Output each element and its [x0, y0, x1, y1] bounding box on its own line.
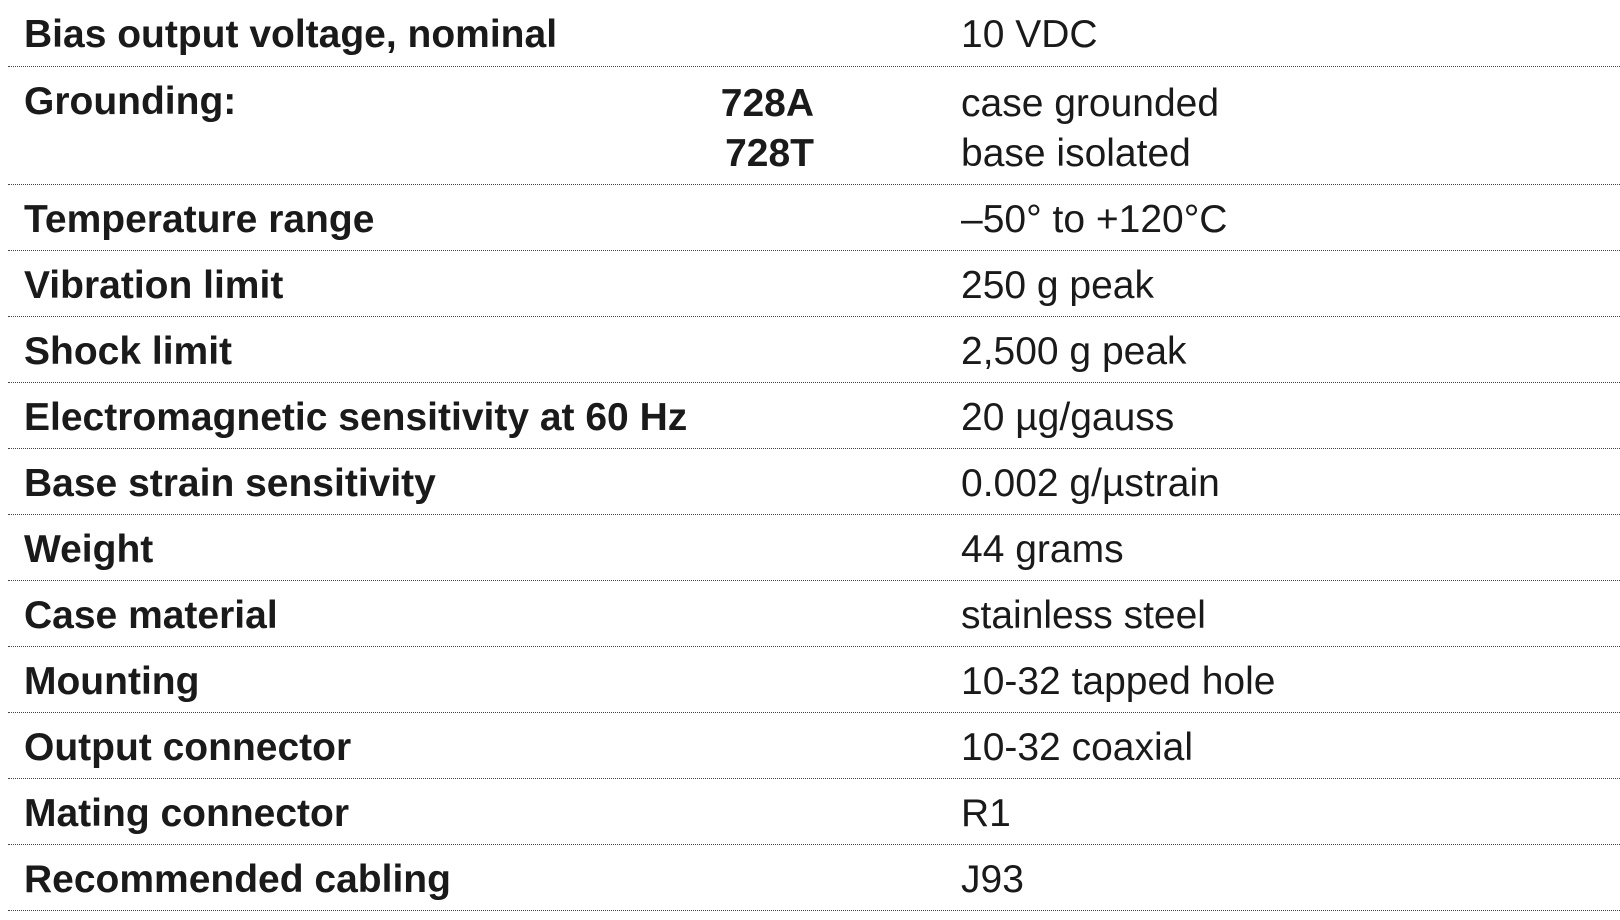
spec-value-list: case grounded base isolated: [961, 79, 1219, 179]
spec-label: Output connector: [24, 726, 352, 769]
spec-value: –50° to +120°C: [961, 198, 1228, 241]
spec-value: 20 µg/gauss: [961, 396, 1175, 439]
spec-row-shock: Shock limit 2,500 g peak: [8, 317, 1620, 383]
spec-row-bias-voltage: Bias output voltage, nominal 10 VDC: [8, 0, 1620, 67]
spec-value: J93: [961, 858, 1024, 901]
spec-model-728a: 728A: [720, 82, 814, 125]
spec-model-728t: 728T: [725, 132, 814, 175]
spec-label: Base strain sensitivity: [24, 462, 436, 505]
spec-row-weight: Weight 44 grams: [8, 515, 1620, 581]
spec-label: Recommended cabling: [24, 858, 451, 901]
spec-label: Bias output voltage, nominal: [24, 13, 558, 56]
spec-label: Grounding:: [24, 80, 237, 123]
spec-label: Weight: [24, 528, 154, 571]
spec-value: 2,500 g peak: [961, 330, 1187, 373]
spec-row-vibration: Vibration limit 250 g peak: [8, 251, 1620, 317]
spec-row-recommended-cabling: Recommended cabling J93: [8, 845, 1620, 911]
spec-row-mounting: Mounting 10-32 tapped hole: [8, 647, 1620, 713]
spec-model-list: 728A 728T: [688, 79, 814, 179]
spec-label: Electromagnetic sensitivity at 60 Hz: [24, 396, 688, 439]
spec-row-temperature: Temperature range –50° to +120°C: [8, 185, 1620, 251]
spec-row-output-connector: Output connector 10-32 coaxial: [8, 713, 1620, 779]
spec-value: base isolated: [961, 132, 1191, 175]
spec-label: Temperature range: [24, 198, 375, 241]
spec-row-mating-connector: Mating connector R1: [8, 779, 1620, 845]
spec-label: Vibration limit: [24, 264, 284, 307]
spec-value: stainless steel: [961, 594, 1206, 637]
spec-value: 250 g peak: [961, 264, 1155, 307]
spec-value: 0.002 g/µstrain: [961, 462, 1220, 505]
spec-value: 10 VDC: [961, 13, 1098, 56]
spec-value: case grounded: [961, 82, 1220, 125]
spec-value: 10-32 tapped hole: [961, 660, 1276, 703]
spec-row-grounding: Grounding: 728A 728T case grounded base …: [8, 67, 1620, 185]
spec-value: R1: [961, 792, 1011, 835]
spec-label: Shock limit: [24, 330, 233, 373]
spec-label: Mounting: [24, 660, 200, 703]
spec-value: 10-32 coaxial: [961, 726, 1193, 769]
spec-row-em-sensitivity: Electromagnetic sensitivity at 60 Hz 20 …: [8, 383, 1620, 449]
spec-row-case-material: Case material stainless steel: [8, 581, 1620, 647]
spec-label: Case material: [24, 594, 278, 637]
spec-label: Mating connector: [24, 792, 350, 835]
spec-row-base-strain: Base strain sensitivity 0.002 g/µstrain: [8, 449, 1620, 515]
spec-value: 44 grams: [961, 528, 1124, 571]
